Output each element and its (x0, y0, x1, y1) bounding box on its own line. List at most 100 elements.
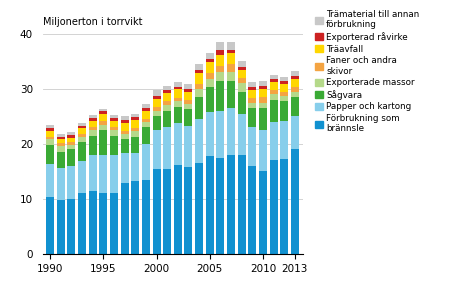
Bar (184, 84, 192, 89)
Bar (227, 155, 235, 254)
Bar (237, 61, 246, 67)
Bar (280, 159, 288, 254)
Bar (120, 134, 128, 139)
Bar (280, 84, 288, 92)
Bar (163, 111, 171, 127)
Bar (89, 127, 97, 130)
Bar (237, 92, 246, 114)
Bar (216, 66, 224, 72)
Bar (206, 73, 214, 79)
Bar (206, 53, 214, 59)
Bar (270, 100, 278, 122)
Bar (153, 116, 161, 130)
Bar (163, 127, 171, 169)
Bar (100, 125, 107, 130)
Bar (259, 86, 267, 89)
Bar (259, 89, 267, 97)
Text: Miljonerton i torrvikt: Miljonerton i torrvikt (43, 17, 142, 27)
Bar (142, 127, 150, 144)
Bar (131, 120, 139, 128)
Bar (195, 84, 203, 89)
Bar (174, 87, 182, 89)
Bar (174, 82, 182, 87)
Bar (206, 79, 214, 87)
Bar (120, 116, 128, 120)
Bar (67, 135, 75, 138)
Bar (46, 128, 54, 131)
Bar (291, 71, 299, 76)
Bar (270, 82, 278, 90)
Bar (67, 132, 75, 135)
Bar (131, 117, 139, 120)
Bar (206, 87, 214, 112)
Bar (291, 97, 299, 116)
Bar (57, 146, 65, 151)
Bar (89, 115, 97, 118)
Bar (46, 145, 54, 164)
Bar (110, 130, 118, 136)
Bar (67, 142, 75, 145)
Bar (78, 128, 86, 134)
Bar (291, 79, 299, 87)
Bar (67, 166, 75, 199)
Bar (248, 87, 256, 90)
Bar (142, 104, 150, 108)
Legend: Trämaterial till annan
förbrukning, Exporterad råvirke, Träavfall, Faner och and: Trämaterial till annan förbrukning, Expo… (315, 10, 419, 133)
Bar (57, 139, 65, 143)
Bar (184, 167, 192, 254)
Bar (110, 118, 118, 121)
Bar (280, 81, 288, 84)
Bar (46, 139, 54, 145)
Bar (184, 92, 192, 100)
Bar (174, 107, 182, 124)
Bar (142, 108, 150, 111)
Bar (110, 193, 118, 254)
Bar (259, 103, 267, 108)
Bar (280, 92, 288, 96)
Bar (291, 92, 299, 97)
Bar (259, 130, 267, 171)
Bar (78, 193, 86, 254)
Bar (89, 155, 97, 191)
Bar (248, 166, 256, 254)
Bar (195, 119, 203, 163)
Bar (291, 87, 299, 92)
Bar (131, 181, 139, 254)
Bar (174, 165, 182, 254)
Bar (57, 151, 65, 168)
Bar (163, 86, 171, 91)
Bar (46, 131, 54, 137)
Bar (153, 96, 161, 99)
Bar (248, 98, 256, 103)
Bar (216, 72, 224, 81)
Bar (248, 127, 256, 166)
Bar (270, 90, 278, 94)
Bar (227, 72, 235, 81)
Bar (259, 171, 267, 254)
Bar (131, 153, 139, 181)
Bar (142, 180, 150, 254)
Bar (280, 102, 288, 121)
Bar (270, 79, 278, 82)
Bar (78, 142, 86, 161)
Bar (57, 168, 65, 200)
Bar (57, 143, 65, 146)
Bar (216, 158, 224, 254)
Bar (174, 124, 182, 165)
Bar (259, 108, 267, 130)
Bar (100, 130, 107, 155)
Bar (46, 164, 54, 197)
Bar (120, 153, 128, 183)
Bar (78, 123, 86, 126)
Bar (67, 145, 75, 149)
Bar (78, 134, 86, 137)
Bar (248, 82, 256, 87)
Bar (120, 120, 128, 123)
Bar (270, 160, 278, 254)
Bar (89, 136, 97, 155)
Bar (78, 137, 86, 142)
Bar (291, 149, 299, 254)
Bar (131, 114, 139, 117)
Bar (131, 131, 139, 137)
Bar (259, 81, 267, 86)
